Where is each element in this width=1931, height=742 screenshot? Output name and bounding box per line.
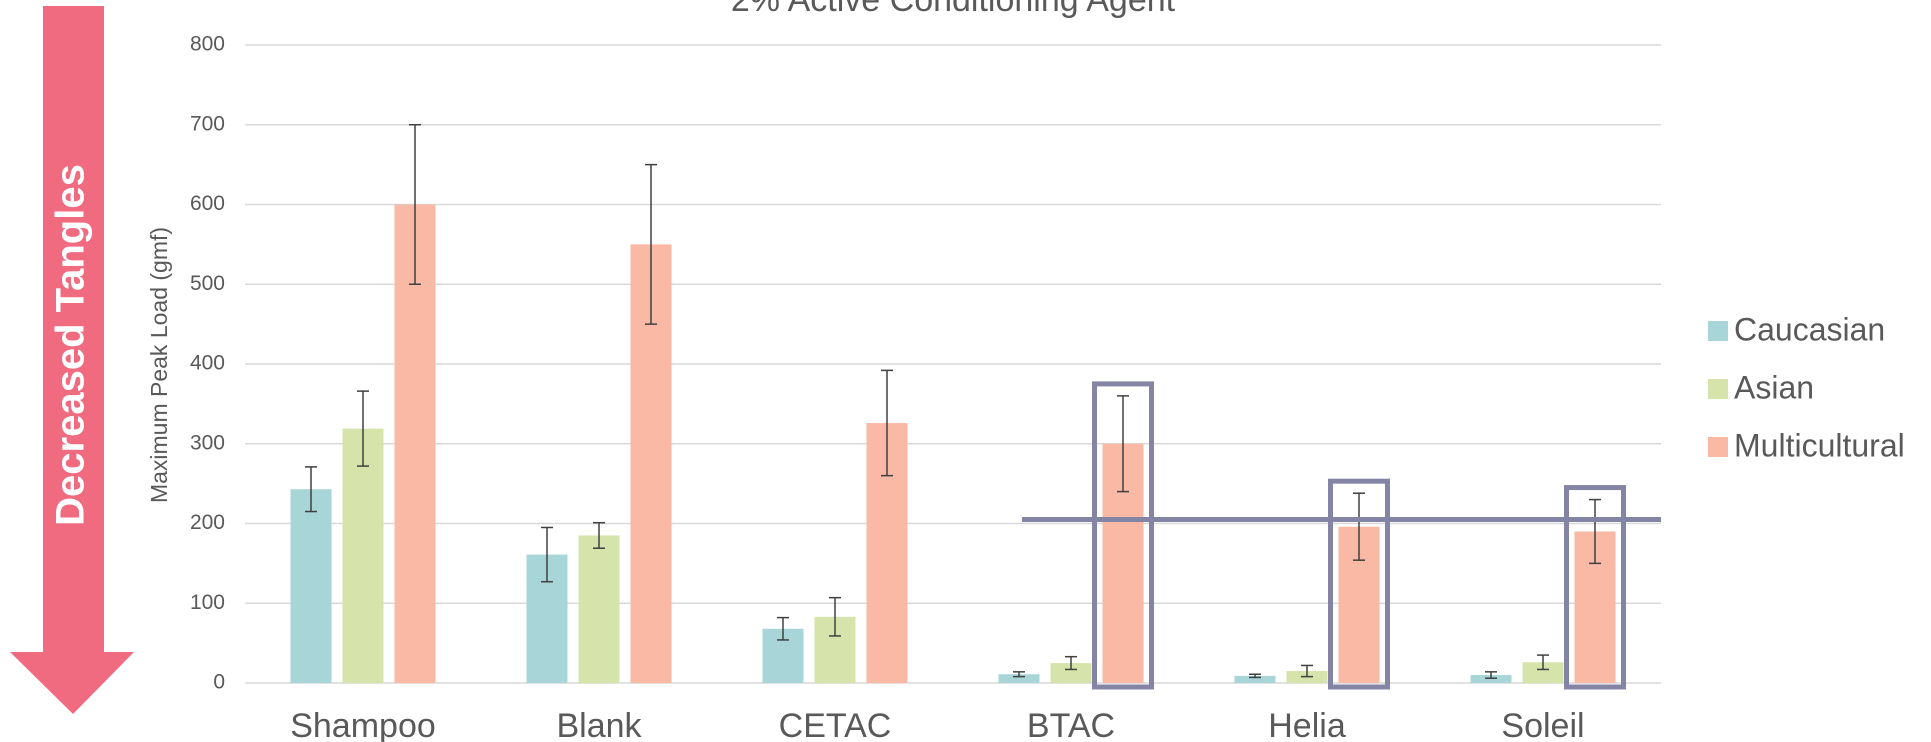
error-bar	[1249, 673, 1261, 679]
y-axis-label: Maximum Peak Load (gmf)	[146, 227, 172, 503]
bar	[1470, 675, 1512, 683]
error-bar	[1117, 395, 1129, 493]
bar	[1050, 663, 1092, 683]
error-bar	[593, 521, 605, 549]
highlight-box	[1564, 485, 1626, 690]
error-bar	[1589, 498, 1601, 565]
y-tick-label: 300	[190, 431, 225, 454]
y-tick-label: 500	[190, 272, 225, 295]
y-tick-label: 600	[190, 192, 225, 215]
bar	[1234, 675, 1276, 683]
error-bar	[1537, 654, 1549, 671]
x-tick-label: BTAC	[1027, 707, 1115, 742]
x-tick-label: Helia	[1268, 707, 1346, 742]
error-bar	[1301, 664, 1313, 678]
y-tick-label: 400	[190, 352, 225, 375]
x-tick-label: Soleil	[1501, 707, 1584, 742]
y-tick-label: 200	[190, 511, 225, 534]
legend-label: Asian	[1734, 369, 1814, 405]
bar	[290, 489, 332, 683]
error-bar	[357, 390, 369, 467]
legend-swatch	[1708, 437, 1728, 457]
legend-label: Multicultural	[1734, 427, 1905, 463]
y-tick-label: 0	[213, 671, 225, 694]
highlight-box	[1092, 381, 1154, 690]
bar	[578, 535, 620, 683]
legend-swatch	[1708, 321, 1728, 341]
y-tick-label: 700	[190, 112, 225, 135]
x-tick-label: Shampoo	[290, 707, 436, 742]
arrow	[10, 6, 134, 714]
y-tick-label: 800	[190, 33, 225, 56]
error-bar	[541, 526, 553, 583]
bar	[998, 674, 1040, 683]
highlight-box	[1328, 478, 1390, 690]
error-bar	[305, 466, 317, 513]
error-bar	[1013, 671, 1025, 678]
annotation: Decreased Tangles	[49, 164, 93, 526]
error-bar	[1485, 671, 1497, 679]
x-tick-label: Blank	[556, 707, 642, 742]
bar	[342, 428, 384, 683]
chart-title: 2% Active Conditioning Agent	[731, 0, 1176, 19]
legend-label: Caucasian	[1734, 311, 1885, 347]
error-bar	[777, 616, 789, 641]
legend-swatch	[1708, 379, 1728, 399]
y-tick-label: 100	[190, 591, 225, 614]
error-bar	[1065, 655, 1077, 671]
x-tick-label: CETAC	[779, 707, 892, 742]
error-bar	[1353, 492, 1365, 561]
error-bar	[881, 369, 893, 477]
error-bar	[409, 124, 421, 285]
bar	[1522, 662, 1564, 683]
error-bar	[829, 596, 841, 637]
error-bar	[645, 163, 657, 325]
